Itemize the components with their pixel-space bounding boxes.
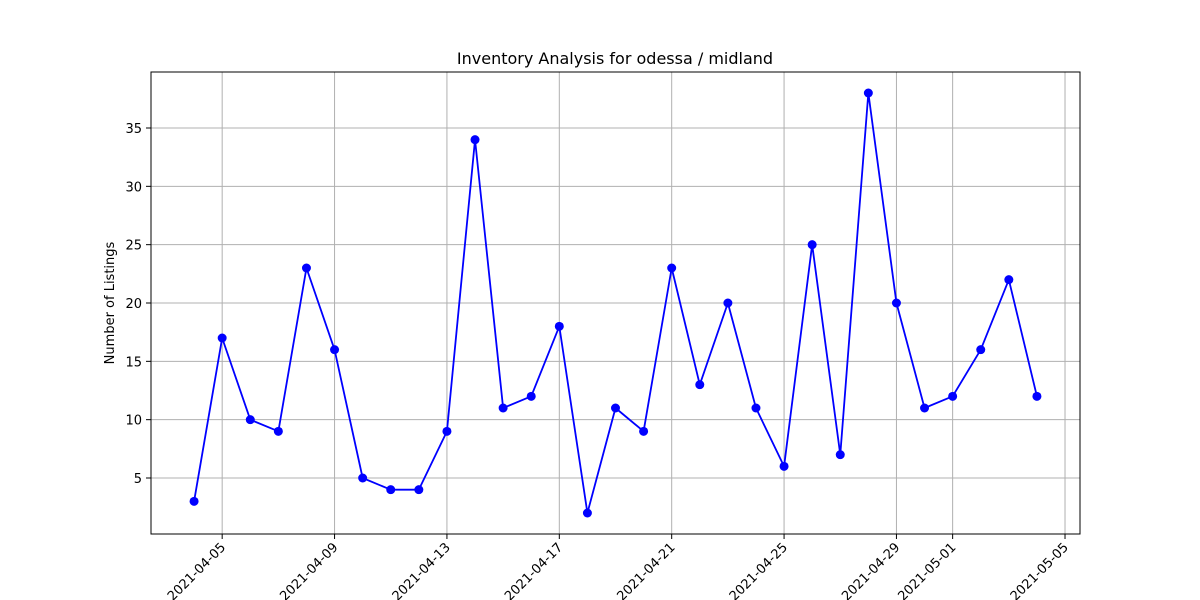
x-tick-label: 2021-05-05 <box>1008 540 1072 600</box>
data-point <box>863 88 873 98</box>
y-tick-label: 35 <box>125 122 142 137</box>
data-point <box>948 391 958 401</box>
data-point <box>891 298 901 308</box>
y-tick-label: 20 <box>125 297 142 312</box>
data-point <box>554 321 564 331</box>
x-tick-label: 2021-04-17 <box>502 540 566 600</box>
data-point <box>723 298 733 308</box>
data-point <box>273 426 283 436</box>
y-tick-label: 25 <box>125 239 142 254</box>
data-point <box>695 380 705 390</box>
y-tick-label: 5 <box>134 472 142 487</box>
y-tick-label: 15 <box>125 355 142 370</box>
data-point <box>611 403 620 413</box>
y-tick-label: 10 <box>125 414 142 429</box>
data-point <box>189 496 199 506</box>
data-point <box>920 403 930 413</box>
data-point <box>414 485 424 495</box>
y-tick-label: 30 <box>125 180 142 195</box>
data-point <box>807 240 817 250</box>
data-point <box>639 426 649 436</box>
data-point <box>976 345 986 355</box>
data-point <box>1032 391 1042 401</box>
data-point <box>582 508 592 518</box>
data-point <box>498 403 508 413</box>
data-point <box>301 263 311 273</box>
x-tick-label: 2021-04-09 <box>277 540 341 600</box>
data-point <box>470 135 480 145</box>
data-point <box>442 426 452 436</box>
x-tick-label: 2021-05-01 <box>895 540 959 600</box>
x-tick-label: 2021-04-21 <box>614 540 678 600</box>
data-point <box>751 403 761 413</box>
data-point <box>667 263 677 273</box>
x-tick-label: 2021-04-05 <box>165 540 229 600</box>
data-point <box>245 415 255 425</box>
x-tick-label: 2021-04-25 <box>727 540 791 600</box>
x-tick-label: 2021-04-29 <box>839 540 903 600</box>
x-tick-label: 2021-04-13 <box>390 540 454 600</box>
grid <box>151 72 1080 534</box>
data-point <box>358 473 368 483</box>
data-point <box>217 333 227 343</box>
data-point <box>330 345 340 355</box>
series-layer <box>189 88 1042 518</box>
chart-title: Inventory Analysis for odessa / midland <box>457 49 773 68</box>
data-point <box>835 450 845 460</box>
y-axis-label: Number of Listings <box>103 241 118 364</box>
data-point <box>526 391 536 401</box>
data-point <box>779 461 789 471</box>
data-point <box>386 485 396 495</box>
data-point <box>1004 275 1014 285</box>
